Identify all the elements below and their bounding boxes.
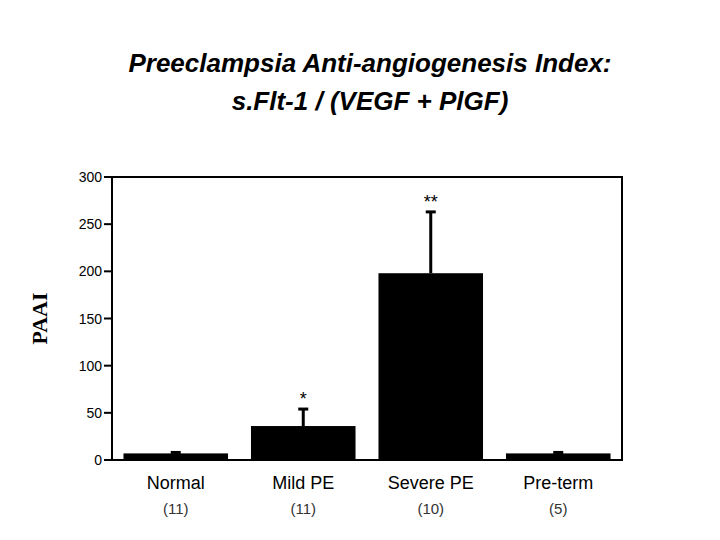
y-tick-label: 150	[79, 311, 103, 327]
significance-label: *	[300, 389, 307, 409]
y-tick	[104, 459, 112, 461]
chart-svg: Preeclampsia Anti-angiogenesis Index: s.F…	[0, 0, 720, 540]
y-tick	[104, 223, 112, 225]
bars	[123, 212, 610, 460]
title: s.Flt-1 / (VEGF + PlGF)	[232, 86, 509, 116]
bar	[378, 273, 483, 460]
y-tick-label: 50	[86, 405, 102, 421]
error-bar	[553, 452, 563, 454]
bar	[251, 426, 356, 460]
error-bar	[171, 452, 181, 454]
sample-size-label: (5)	[549, 500, 567, 517]
y-tick-label: 300	[79, 169, 103, 185]
error-cap	[171, 451, 181, 454]
chart-root: Preeclampsia Anti-angiogenesis Index: s.F…	[0, 0, 720, 540]
x-tick-label: Pre-term	[523, 473, 593, 493]
annotations: ***	[300, 192, 438, 409]
background	[0, 0, 720, 540]
y-tick	[104, 365, 112, 367]
error-bar	[426, 212, 436, 273]
sample-size-label: (10)	[417, 500, 444, 517]
significance-label: **	[424, 192, 438, 212]
sample-size-label: (11)	[290, 500, 316, 517]
sample-size-label: (11)	[163, 500, 189, 517]
y-tick-label: 0	[94, 452, 102, 468]
title: Preeclampsia Anti-angiogenesis Index:	[128, 48, 611, 78]
x-tick-label: Severe PE	[388, 473, 474, 493]
error-cap	[553, 451, 563, 454]
y-tick-label: 250	[79, 216, 103, 232]
y-tick	[104, 412, 112, 414]
y-tick	[104, 270, 112, 272]
y-tick	[104, 176, 112, 178]
y-tick-label: 200	[79, 263, 103, 279]
x-tick-label: Mild PE	[272, 473, 334, 493]
error-bar	[298, 409, 308, 426]
error-whisker	[302, 409, 305, 426]
y-axis-label: PAAI	[27, 292, 52, 344]
y-tick	[104, 318, 112, 320]
error-whisker	[429, 212, 432, 273]
y-tick-label: 100	[79, 358, 103, 374]
x-tick-label: Normal	[147, 473, 205, 493]
plot-frame	[112, 177, 622, 460]
